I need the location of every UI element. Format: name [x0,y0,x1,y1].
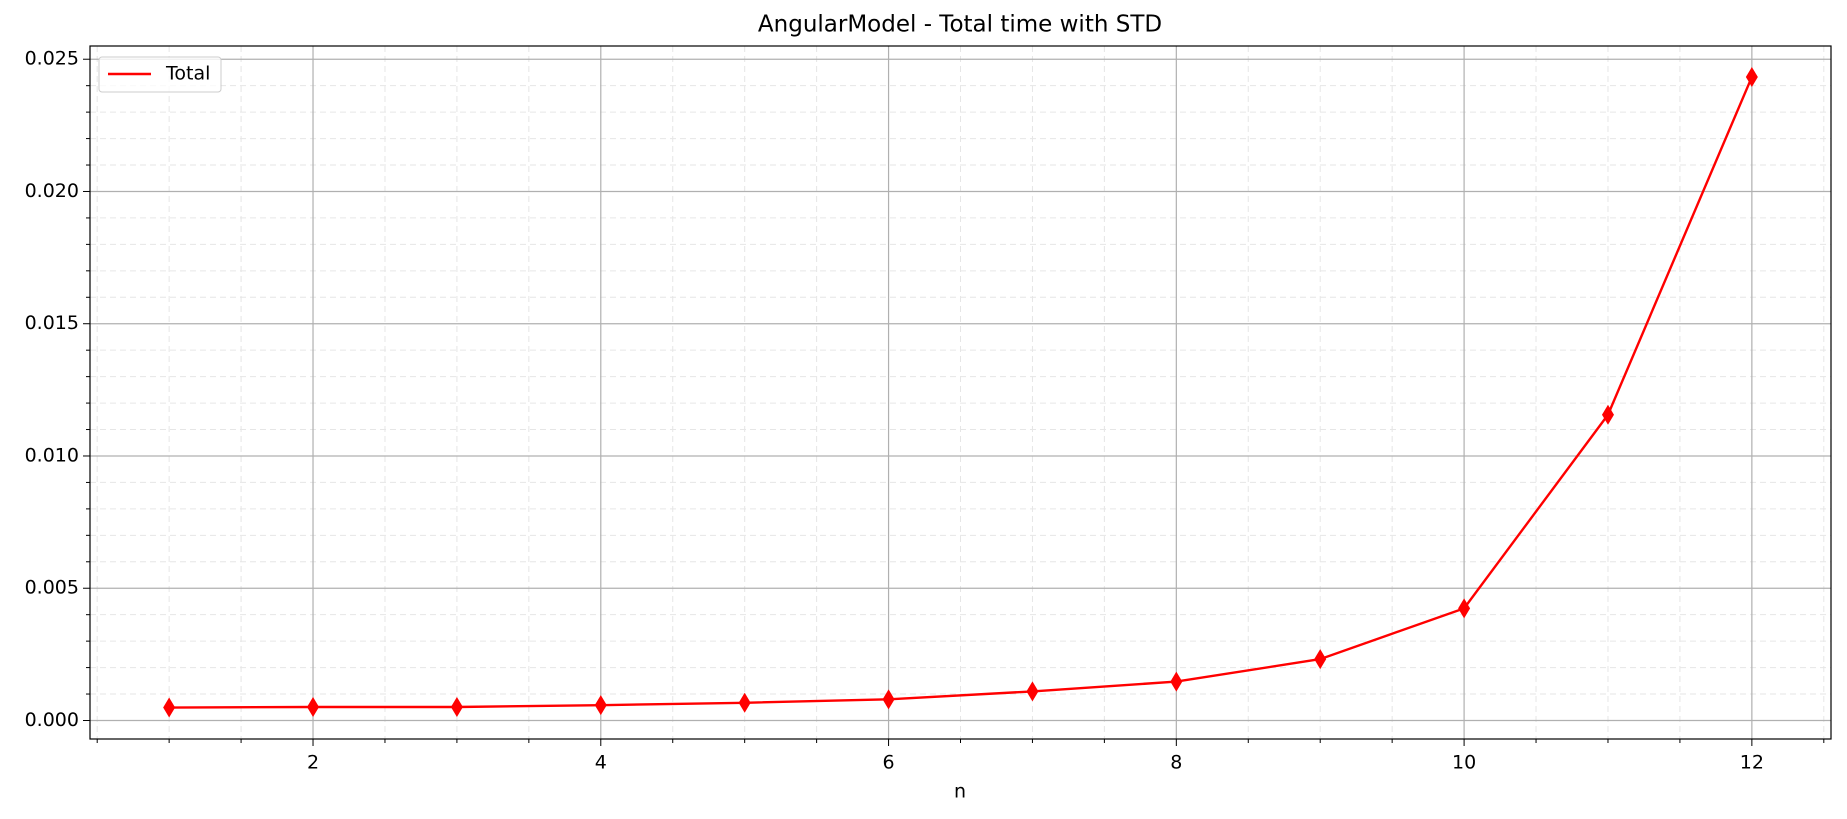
chart-title: AngularModel - Total time with STD [758,12,1162,38]
data-marker [738,692,751,713]
data-marker [1601,404,1614,425]
y-tick-label: 0.000 [25,709,79,731]
data-marker [1170,671,1183,692]
data-marker [450,696,463,717]
data-marker [163,697,176,718]
x-tick-label: 8 [1170,752,1182,774]
x-axis-label: n [954,781,966,803]
data-marker [1314,649,1327,670]
x-tick-label: 10 [1452,752,1476,774]
data-marker [882,689,895,710]
y-tick-label: 0.025 [25,48,79,70]
plot-frame [89,45,1832,740]
x-tick-label: 2 [307,752,319,774]
data-marker [594,695,607,716]
data-marker [1026,681,1039,702]
legend-label: Total [165,63,210,85]
legend-box [98,56,222,93]
y-tick-label: 0.005 [25,577,79,599]
x-tick-label: 4 [595,752,607,774]
y-tick-label: 0.010 [25,444,79,466]
data-marker [1745,66,1758,87]
data-marker [307,696,320,717]
y-tick-label: 0.020 [25,180,79,202]
x-tick-label: 12 [1740,752,1764,774]
x-tick-label: 6 [883,752,895,774]
series-line [169,76,1753,709]
data-marker [1458,598,1471,619]
y-tick-label: 0.015 [25,312,79,334]
